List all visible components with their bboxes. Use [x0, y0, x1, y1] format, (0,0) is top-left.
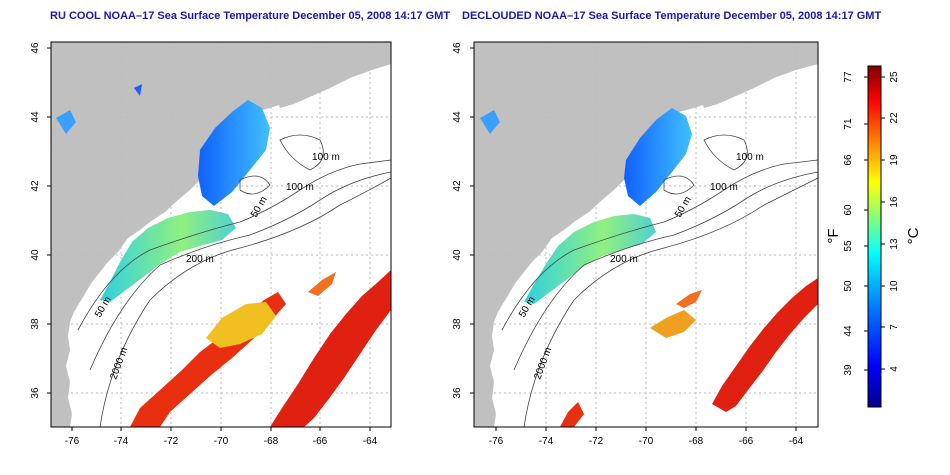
celsius-tick-label: 25 [889, 71, 900, 83]
celsius-tick-label: 13 [889, 238, 900, 250]
fahrenheit-tick-label: 66 [843, 154, 854, 166]
right-lon-tick-labels: -76 -74 -72 -70 -68 -66 -64 [489, 436, 804, 447]
right-warm-eddy-small [676, 290, 702, 308]
left-cold-coastal-sst-2 [134, 84, 142, 96]
lat-tick-label: 44 [452, 111, 463, 123]
left-tick-marks [47, 47, 371, 431]
lat-tick-label: 38 [452, 318, 463, 330]
celsius-tick-labels: 25 22 19 16 13 10 7 4 [889, 71, 900, 372]
right-warm-eddy-sst [650, 310, 696, 338]
left-cold-coastal-sst [56, 110, 76, 134]
left-nova-scotia-land [276, 52, 391, 108]
lat-tick-label: 40 [30, 249, 41, 261]
right-contour-label: 100 m [710, 182, 738, 193]
lon-tick-label: -74 [114, 436, 129, 447]
right-gulf-stream-sst-2 [560, 402, 584, 427]
right-tick-marks [470, 47, 797, 431]
right-contour-label: 200 m [610, 254, 638, 265]
fahrenheit-tick-label: 44 [843, 325, 854, 337]
lon-tick-label: -64 [363, 436, 378, 447]
lat-tick-label: 42 [30, 180, 41, 192]
left-contour-label: 100 m [312, 152, 340, 163]
celsius-tick-label: 7 [889, 324, 900, 330]
fahrenheit-tick-label: 39 [843, 364, 854, 376]
lon-tick-label: -68 [689, 436, 704, 447]
fahrenheit-tick-labels: 77 71 66 60 55 50 44 39 [843, 71, 854, 376]
right-sst-map: 100 m 100 m 50 m 200 m 50 m 2000 m -76 -… [452, 41, 819, 447]
lat-tick-label: 36 [452, 387, 463, 399]
lon-tick-label: -68 [264, 436, 279, 447]
celsius-tick-label: 4 [889, 366, 900, 372]
lon-tick-label: -66 [739, 436, 754, 447]
left-contour-label: 100 m [286, 182, 314, 193]
lon-tick-label: -66 [313, 436, 328, 447]
right-gulf-stream-sst-1 [712, 278, 818, 412]
lon-tick-label: -74 [539, 436, 554, 447]
celsius-tick-label: 19 [889, 154, 900, 166]
left-sst-map: 100 m 100 m 50 m 200 m 50 m 2000 m -76 -… [30, 41, 392, 447]
left-gulf-of-maine-sst [198, 100, 270, 206]
right-cold-coastal-sst [480, 110, 500, 134]
celsius-tick-label: 16 [889, 196, 900, 208]
celsius-unit-label: °C [905, 227, 922, 244]
lat-tick-label: 36 [30, 387, 41, 399]
left-warm-core-sst [206, 302, 276, 348]
left-map-title: RU COOL NOAA–17 Sea Surface Temperature … [50, 10, 451, 22]
left-warm-streak [308, 272, 336, 296]
lat-tick-label: 40 [452, 249, 463, 261]
fahrenheit-tick-label: 50 [843, 280, 854, 292]
right-gulf-of-maine-sst [624, 108, 692, 206]
celsius-tick-label: 22 [889, 112, 900, 124]
fahrenheit-tick-label: 60 [843, 204, 854, 216]
lon-tick-label: -64 [789, 436, 804, 447]
right-lat-tick-labels: 46 44 42 40 38 36 [452, 42, 463, 399]
fahrenheit-tick-label: 55 [843, 240, 854, 252]
lat-tick-label: 42 [452, 180, 463, 192]
right-map-title: DECLOUDED NOAA–17 Sea Surface Temperatur… [462, 10, 882, 22]
left-gulf-stream-sst-2 [270, 270, 391, 427]
left-lat-tick-labels: 46 44 42 40 38 36 [30, 42, 41, 399]
right-shelf-sst [524, 214, 656, 304]
right-land [474, 42, 818, 427]
lat-tick-label: 44 [30, 111, 41, 123]
right-bathymetry-contours [501, 134, 819, 428]
fahrenheit-tick-label: 71 [843, 118, 854, 130]
lat-tick-label: 46 [30, 42, 41, 54]
lon-tick-label: -72 [589, 436, 604, 447]
lon-tick-label: -70 [214, 436, 229, 447]
celsius-tick-label: 10 [889, 280, 900, 292]
lon-tick-label: -76 [65, 436, 80, 447]
lon-tick-label: -72 [164, 436, 179, 447]
right-nova-scotia-land [700, 52, 818, 108]
lat-tick-label: 46 [452, 42, 463, 54]
lon-tick-label: -70 [639, 436, 654, 447]
fahrenheit-tick-label: 77 [843, 71, 854, 83]
left-lon-tick-labels: -76 -74 -72 -70 -68 -66 -64 [65, 436, 378, 447]
lon-tick-label: -76 [489, 436, 504, 447]
temperature-colorbar: 77 71 66 60 55 50 44 39 25 22 19 16 13 1… [825, 65, 922, 408]
lat-tick-label: 38 [30, 318, 41, 330]
left-contour-label: 200 m [186, 254, 214, 265]
left-bathymetry-contours [77, 134, 392, 428]
fahrenheit-unit-label: °F [825, 228, 842, 243]
left-land [51, 42, 391, 427]
colorbar-tick-marks [864, 76, 885, 371]
right-contour-label: 100 m [736, 152, 764, 163]
colorbar-scale [867, 65, 882, 408]
